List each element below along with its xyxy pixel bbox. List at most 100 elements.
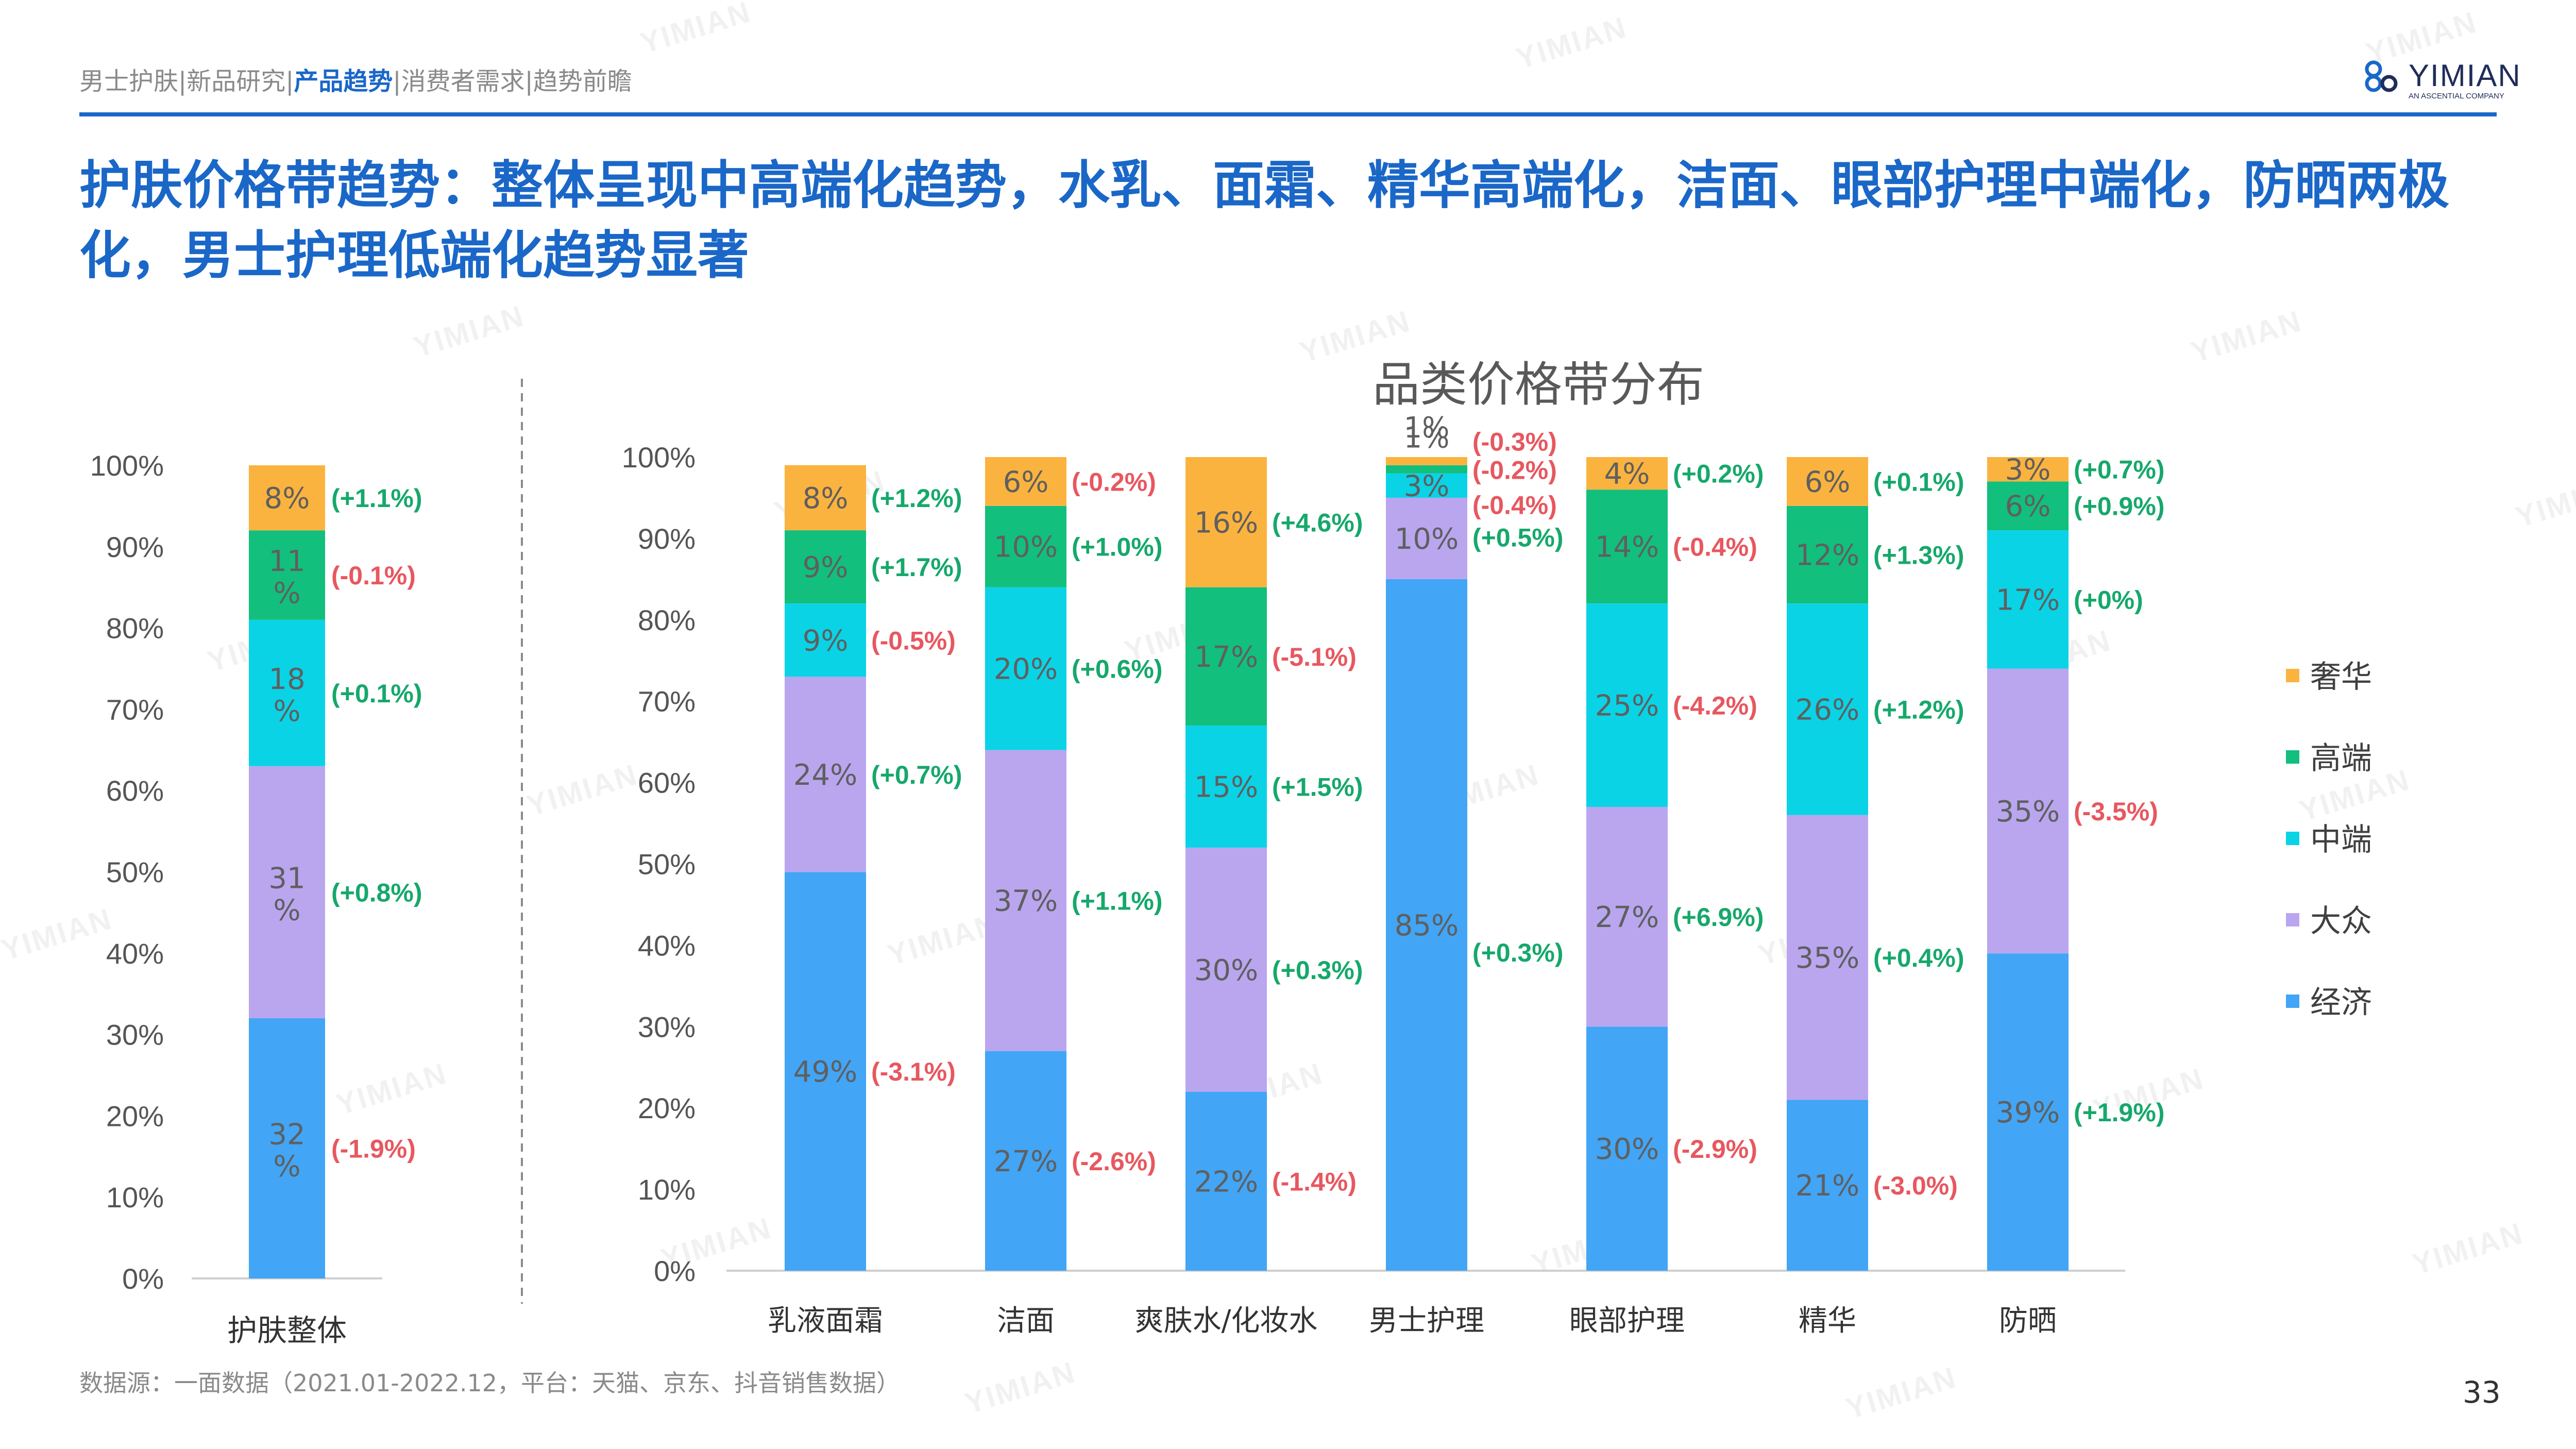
data-label: 17%	[1996, 583, 2060, 617]
bar-segment-高端	[1787, 506, 1868, 604]
change-label: (+1.3%)	[1873, 541, 1964, 569]
change-label: (+0.7%)	[871, 761, 962, 789]
breadcrumb-separator: |	[524, 67, 533, 96]
data-label: 30%	[1595, 1133, 1659, 1166]
bar-segment-奢华	[1386, 457, 1467, 465]
y-tick-label: 70%	[106, 693, 164, 726]
breadcrumb-item[interactable]: 新品研究	[187, 67, 286, 96]
bar-segment-大众	[1185, 847, 1267, 1092]
y-tick-label: 90%	[638, 523, 696, 555]
bar-segment-奢华	[249, 465, 325, 531]
change-label: (+0.7%)	[2074, 456, 2164, 484]
logo-icon	[2365, 60, 2398, 92]
x-tick-label: 护肤整体	[227, 1313, 347, 1348]
change-label: (+6.9%)	[1673, 903, 1764, 932]
y-tick-label: 80%	[106, 612, 164, 645]
bar-segment-高端	[249, 530, 325, 620]
data-label: 10%	[994, 531, 1058, 564]
y-tick-label: 20%	[638, 1092, 696, 1124]
bar-segment-大众	[249, 766, 325, 1019]
data-label: 15%	[1194, 770, 1258, 804]
y-tick-label: 50%	[638, 848, 696, 881]
y-tick-label: 0%	[122, 1262, 164, 1295]
breadcrumb-item[interactable]: 消费者需求	[401, 67, 525, 96]
breadcrumb-separator: |	[285, 67, 294, 96]
change-label: (-2.9%)	[1673, 1135, 1757, 1164]
bar-segment-大众	[1787, 815, 1868, 1100]
data-label: 9%	[803, 624, 849, 658]
breadcrumb-separator: |	[393, 67, 401, 96]
data-source-note: 数据源：一面数据（2021.01-2022.12，平台：天猫、京东、抖音销售数据…	[79, 1369, 901, 1397]
data-label: 3%	[2005, 453, 2051, 487]
breadcrumb-item-active[interactable]: 产品趋势	[294, 67, 393, 96]
change-label: (+1.2%)	[1873, 695, 1964, 724]
bar-segment-中端	[985, 587, 1066, 750]
data-label-percent-sign: %	[273, 695, 300, 728]
bar-segment-经济	[249, 1018, 325, 1278]
bar-segment-经济	[1386, 579, 1467, 1271]
bar-segment-中端	[1787, 603, 1868, 815]
bar-segment-高端	[1987, 481, 2069, 531]
bar-segment-高端	[785, 530, 866, 604]
data-label: 8%	[264, 482, 310, 515]
chart-title: 品类价格带分布	[1372, 357, 1704, 412]
x-tick-label: 乳液面霜	[768, 1304, 883, 1338]
bar-segment-高端	[1586, 490, 1668, 604]
legend-label: 中端	[2310, 822, 2372, 858]
change-label: (-0.3%)	[1472, 427, 1557, 456]
breadcrumb-item[interactable]: 男士护肤	[79, 67, 179, 96]
breadcrumb-item[interactable]: 趋势前瞻	[533, 67, 632, 96]
legend-swatch-奢华	[2286, 669, 2299, 682]
bar-segment-奢华	[1987, 457, 2069, 482]
change-label: (+1.1%)	[331, 484, 422, 513]
change-label: (+0.4%)	[1873, 943, 1964, 972]
data-label: 1%	[1404, 411, 1450, 445]
change-label: (+0.1%)	[331, 679, 422, 708]
y-tick-label: 30%	[106, 1019, 164, 1051]
bar-segment-高端	[1386, 465, 1467, 474]
page-number: 33	[2463, 1375, 2501, 1410]
change-label: (+0.3%)	[1472, 938, 1563, 967]
change-label: (+1.0%)	[1072, 533, 1162, 562]
data-label: 31	[268, 862, 305, 895]
legend-label: 大众	[2310, 903, 2372, 939]
data-label: 35%	[1996, 795, 2060, 829]
bar-segment-高端	[985, 506, 1066, 587]
bar-segment-中端	[1386, 473, 1467, 498]
legend-swatch-经济	[2286, 995, 2299, 1008]
logo-text: YIMIAN	[2409, 58, 2521, 93]
y-tick-label: 0%	[654, 1255, 696, 1287]
yimian-logo: YIMIAN AN ASCENTIAL COMPANY	[2362, 58, 2521, 100]
bar-segment-经济	[985, 1051, 1066, 1271]
data-label: 14%	[1595, 531, 1659, 564]
change-label: (+1.2%)	[871, 484, 962, 513]
change-label: (+1.1%)	[1072, 887, 1162, 916]
x-tick-label: 精华	[1799, 1304, 1856, 1338]
change-label: (-4.2%)	[1673, 692, 1757, 720]
change-label: (-0.2%)	[1072, 467, 1156, 496]
change-label: (+0.2%)	[1673, 460, 1764, 488]
data-label: 22%	[1194, 1165, 1258, 1199]
data-label: 1%	[1404, 422, 1450, 455]
data-label: 3%	[1404, 469, 1450, 503]
y-tick-label: 10%	[106, 1181, 164, 1214]
data-label: 85%	[1395, 909, 1459, 942]
change-label: (+0%)	[2074, 585, 2143, 614]
bar-segment-奢华	[1586, 457, 1668, 490]
change-label: (-0.5%)	[871, 626, 956, 655]
data-label: 20%	[994, 653, 1058, 686]
change-label: (+1.9%)	[2074, 1098, 2164, 1127]
change-label: (-5.1%)	[1272, 643, 1357, 671]
y-tick-label: 20%	[106, 1100, 164, 1132]
change-label: (-2.6%)	[1072, 1147, 1156, 1176]
legend-label: 奢华	[2310, 659, 2372, 695]
y-tick-label: 10%	[638, 1173, 696, 1206]
data-label: 16%	[1194, 506, 1258, 540]
y-tick-label: 40%	[106, 937, 164, 970]
bar-segment-中端	[1185, 726, 1267, 848]
data-label: 6%	[2005, 490, 2051, 524]
x-tick-label: 爽肤水/化妆水	[1135, 1304, 1318, 1338]
bar-segment-奢华	[985, 457, 1066, 506]
legend-swatch-中端	[2286, 832, 2299, 845]
data-label: 6%	[1003, 465, 1049, 499]
